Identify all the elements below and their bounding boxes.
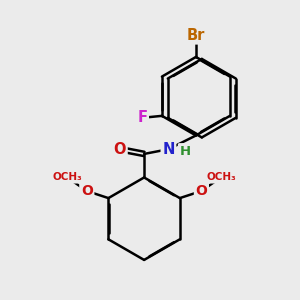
Text: O: O xyxy=(113,142,126,157)
Text: O: O xyxy=(81,184,93,198)
Text: H: H xyxy=(179,145,191,158)
Text: Br: Br xyxy=(187,28,205,43)
Text: OCH₃: OCH₃ xyxy=(52,172,82,182)
Text: F: F xyxy=(137,110,147,125)
Text: N: N xyxy=(162,142,175,157)
Text: O: O xyxy=(196,184,207,198)
Text: OCH₃: OCH₃ xyxy=(206,172,236,182)
